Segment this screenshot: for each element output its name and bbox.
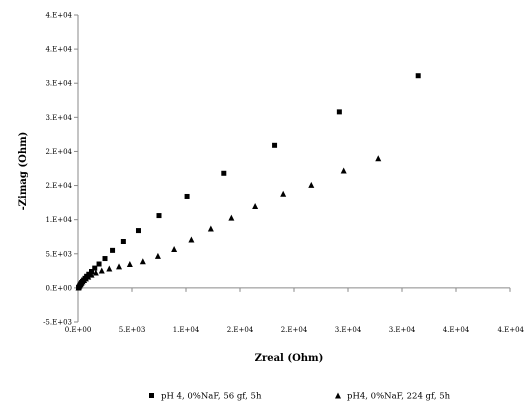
data-point-triangle [375,155,382,162]
data-point-triangle [188,236,195,243]
x-tick-label: 0.E+00 [65,326,92,334]
x-tick-label: 3.E+04 [335,326,362,334]
data-point-triangle [252,203,259,210]
y-axis-title: -Zimag (Ohm) [18,132,29,211]
data-point-triangle [154,252,161,259]
data-point-triangle [98,267,105,274]
y-tick-label: 2.E+04 [45,148,72,156]
data-point-square [89,269,94,275]
legend-marker-square [149,393,154,398]
legend-label-series-2: pH4, 0%NaF, 224 gf, 5h [347,392,451,402]
y-tick-label: 2.E+04 [45,182,72,190]
legend-label-series-1: pH 4, 0%NaF, 56 gf, 5h [161,392,262,402]
plot-area [77,15,510,322]
data-point-square [110,247,116,253]
y-tick-label: 0.E+00 [45,284,72,292]
data-point-square [86,271,92,277]
data-point-square [221,170,227,176]
x-axis-title: Zreal (Ohm) [255,353,324,364]
data-point-triangle [82,275,89,282]
series-layer [75,73,421,291]
y-tick-label: 3.E+04 [45,80,72,88]
x-tick-label: 4.E+04 [443,326,470,334]
data-point-triangle [280,190,287,197]
y-tick-label: 3.E+04 [45,114,72,122]
y-tick-label: 1.E+04 [45,216,72,224]
data-point-triangle [207,225,214,232]
x-tick-label: 5.E+03 [119,326,146,334]
x-axis-ticks: 0.E+00 5.E+03 1.E+04 2.E+04 2.E+04 3.E+04 3.E+… [65,287,525,334]
data-point-triangle [228,214,235,221]
data-point-square [92,265,98,271]
data-point-square [336,109,342,115]
y-tick-label: 4.E+04 [45,12,72,20]
data-point-square [102,256,108,262]
data-point-triangle [126,261,133,268]
series-2 [75,155,382,291]
series-1 [76,73,421,291]
data-point-triangle [340,167,347,174]
y-tick-label: 4.E+04 [45,46,72,54]
data-point-triangle [116,263,123,270]
x-tick-label: 2.E+04 [227,326,254,334]
data-point-triangle [139,258,146,265]
y-tick-label: -5.E+03 [43,319,72,327]
data-point-square [415,73,421,79]
x-tick-label: 2.E+04 [281,326,308,334]
y-tick-label: 5.E+03 [45,250,72,258]
data-point-square [156,213,162,219]
data-point-triangle [171,246,178,253]
data-point-square [96,261,102,267]
x-tick-label: 1.E+04 [173,326,200,334]
x-tick-label: 3.E+04 [389,326,416,334]
data-point-square [120,238,126,244]
data-point-triangle [92,269,99,276]
data-point-square [184,193,190,199]
legend-marker-triangle [335,392,341,399]
data-point-square [135,228,141,234]
data-point-triangle [106,265,113,272]
x-tick-label: 4.E+04 [497,326,524,334]
data-point-triangle [308,181,315,188]
y-axis-ticks: -5.E+03 0.E+00 5.E+03 1.E+04 2.E+04 2.E+04 3.E… [43,12,78,327]
data-point-triangle [88,271,95,278]
data-point-square [272,142,278,148]
legend: pH 4, 0%NaF, 56 gf, 5h pH4, 0%NaF, 224 g… [149,392,451,402]
data-point-triangle [85,273,92,280]
